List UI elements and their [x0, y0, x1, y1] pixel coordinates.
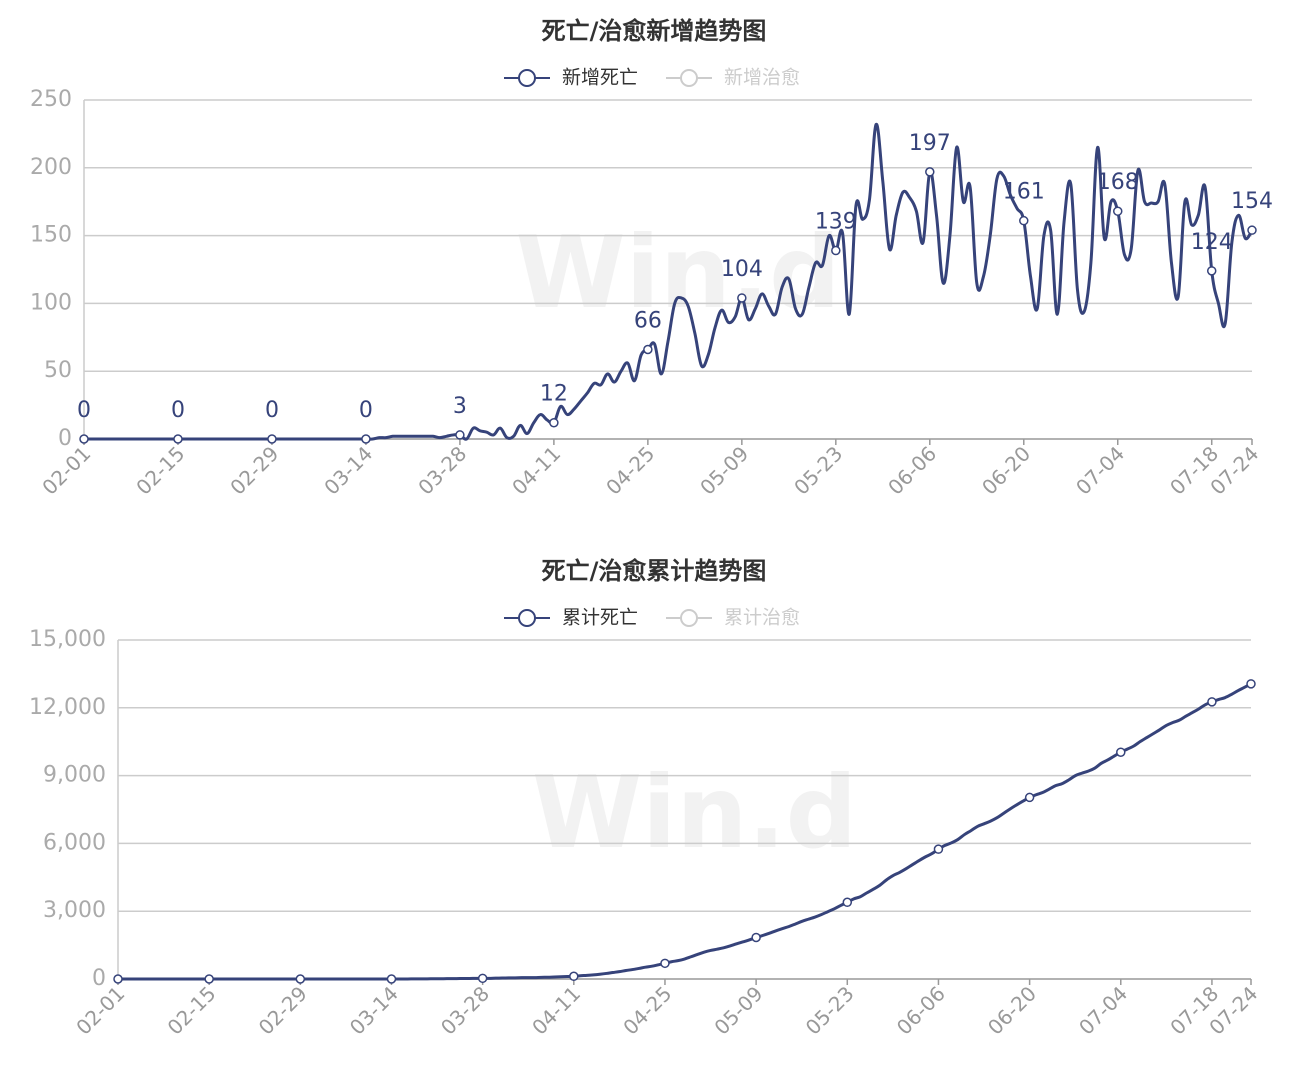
y-tick-label: 0 — [58, 426, 72, 451]
point — [549, 417, 559, 428]
legend-label: 新增治愈 — [724, 67, 800, 89]
x-tick-label: 04-11 — [527, 981, 585, 1039]
x-tick-label: 05-23 — [801, 981, 859, 1039]
x-tick-label: 05-09 — [709, 981, 767, 1039]
data-label: 12 — [540, 382, 568, 407]
point — [173, 434, 183, 444]
x-tick-label: 03-28 — [436, 981, 494, 1039]
data-label: 124 — [1191, 230, 1233, 255]
point — [1019, 215, 1029, 226]
x-tick-label: 05-09 — [695, 441, 753, 499]
point — [455, 430, 465, 440]
watermark: Win.d — [515, 214, 840, 331]
data-label: 66 — [634, 309, 662, 334]
y-tick-label: 150 — [30, 223, 72, 248]
y-tick-label: 0 — [92, 966, 106, 991]
x-tick-label: 04-25 — [618, 981, 676, 1039]
point — [643, 344, 653, 355]
data-label: 0 — [359, 398, 373, 423]
x-tick-label: 06-06 — [883, 441, 941, 499]
y-tick-label: 100 — [30, 290, 72, 315]
x-tick-label: 03-14 — [319, 441, 377, 499]
y-tick-label: 6,000 — [43, 830, 106, 855]
x-tick-label: 06-06 — [892, 981, 950, 1039]
point — [386, 974, 397, 984]
point — [267, 434, 277, 444]
data-label: 3 — [453, 394, 467, 419]
point — [204, 974, 214, 984]
point — [477, 973, 488, 984]
x-tick-label: 02-15 — [163, 981, 221, 1039]
point — [295, 974, 306, 984]
x-tick-label: 03-14 — [345, 981, 403, 1039]
line — [118, 682, 1252, 981]
y-tick-label: 9,000 — [43, 763, 106, 788]
point — [1112, 206, 1123, 216]
chart-title: 死亡/治愈新增趋势图 — [542, 17, 767, 45]
watermark: Win.d — [532, 754, 857, 871]
point — [1207, 697, 1217, 707]
data-label: 104 — [721, 257, 763, 282]
data-label: 168 — [1097, 170, 1139, 195]
y-tick-label: 200 — [30, 155, 72, 180]
legend-marker — [680, 69, 698, 87]
x-tick-label: 05-23 — [789, 441, 847, 499]
x-tick-label: 02-15 — [131, 441, 189, 499]
point — [933, 844, 944, 854]
legend-marker — [518, 609, 536, 627]
legend-label: 累计死亡 — [562, 607, 638, 629]
chart-title: 死亡/治愈累计趋势图 — [542, 557, 767, 585]
x-tick-label: 07-04 — [1071, 441, 1129, 499]
y-tick-label: 3,000 — [43, 898, 106, 923]
data-label: 0 — [265, 398, 279, 423]
data-label: 0 — [171, 398, 185, 423]
point — [1024, 792, 1035, 803]
point — [1246, 679, 1256, 689]
legend-marker — [680, 609, 698, 627]
x-tick-label: 06-20 — [983, 981, 1041, 1039]
line — [84, 122, 1254, 441]
x-tick-label: 03-28 — [413, 441, 471, 499]
point — [842, 897, 853, 908]
point — [751, 932, 761, 943]
point — [1116, 747, 1126, 757]
y-tick-label: 50 — [44, 358, 72, 383]
point — [79, 434, 89, 444]
y-tick-label: 12,000 — [29, 695, 106, 720]
point — [361, 434, 371, 444]
data-label: 161 — [1003, 180, 1045, 205]
data-label: 197 — [909, 131, 951, 156]
point — [660, 958, 670, 969]
point — [831, 245, 841, 256]
point — [737, 293, 747, 303]
point — [925, 167, 935, 177]
legend-label: 累计治愈 — [724, 607, 800, 629]
point — [113, 974, 123, 984]
legend-label: 新增死亡 — [562, 67, 638, 89]
y-tick-label: 15,000 — [29, 627, 106, 652]
x-tick-label: 02-29 — [254, 981, 312, 1039]
point — [569, 971, 579, 982]
x-tick-label: 04-25 — [601, 441, 659, 499]
point — [1206, 266, 1217, 276]
x-tick-label: 07-04 — [1074, 981, 1132, 1039]
x-tick-label: 06-20 — [977, 441, 1035, 499]
x-tick-label: 02-29 — [225, 441, 283, 499]
legend-marker — [518, 69, 536, 87]
x-tick-label: 04-11 — [507, 441, 565, 499]
data-label: 0 — [77, 398, 91, 423]
point — [1247, 225, 1257, 235]
data-label: 139 — [815, 210, 857, 235]
data-label: 154 — [1231, 189, 1273, 214]
y-tick-label: 250 — [30, 87, 72, 112]
